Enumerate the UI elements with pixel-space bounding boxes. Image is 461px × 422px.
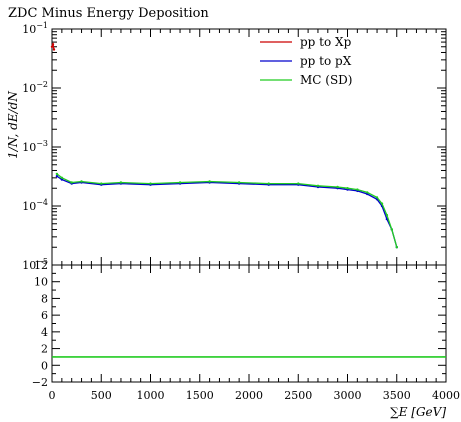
data-point-mc-sd bbox=[60, 176, 64, 179]
data-point-mc-sd bbox=[385, 213, 389, 217]
main-plot-frame bbox=[51, 28, 447, 266]
chart-title: ZDC Minus Energy Deposition bbox=[8, 6, 209, 21]
data-point-pp-to-xp bbox=[51, 43, 55, 46]
data-point-mc-sd bbox=[366, 191, 369, 194]
data-point-mc-sd bbox=[390, 228, 393, 231]
data-point-mc-sd bbox=[149, 182, 152, 185]
legend-label-pp-to-xp: pp to Xp bbox=[300, 35, 352, 49]
legend-label-mc-sd: MC (SD) bbox=[300, 73, 353, 87]
data-point-mc-sd bbox=[119, 181, 123, 184]
data-point-pp-to-px bbox=[60, 178, 64, 181]
ratio-plot-frame bbox=[51, 264, 447, 383]
data-point-mc-sd bbox=[80, 180, 83, 183]
x-tick-label: 4000 bbox=[432, 389, 460, 402]
ratio-y-tick-label: 6 bbox=[41, 309, 48, 322]
x-tick-label: 2000 bbox=[235, 389, 263, 402]
series-line-pp-to-px bbox=[56, 175, 398, 248]
y-tick-label: 10−3 bbox=[22, 139, 48, 154]
data-point-mc-sd bbox=[316, 184, 320, 187]
data-point-mc-sd bbox=[356, 188, 359, 191]
ratio-y-tick-label: 0 bbox=[41, 359, 48, 372]
ratio-y-tick-label: 2 bbox=[41, 343, 48, 356]
data-point-mc-sd bbox=[380, 202, 384, 205]
series-line-mc-sd bbox=[56, 173, 398, 248]
data-point-pp-to-px bbox=[55, 175, 59, 178]
data-point-mc-sd bbox=[267, 182, 270, 185]
legend-label-pp-to-px: pp to pX bbox=[300, 54, 352, 68]
data-point-mc-sd bbox=[346, 187, 349, 190]
data-point-mc-sd bbox=[237, 181, 241, 184]
data-point-mc-sd bbox=[70, 181, 73, 184]
y-tick-label: 10−5 bbox=[22, 257, 48, 272]
main-series-group bbox=[50, 42, 398, 249]
y-tick-label: 10−4 bbox=[22, 198, 48, 213]
ratio-y-tick-label: 4 bbox=[41, 326, 48, 339]
data-point-mc-sd bbox=[336, 185, 339, 189]
data-point-mc-sd bbox=[178, 181, 182, 184]
x-tick-label: 3500 bbox=[383, 389, 411, 402]
x-axis-label: ∑E [GeV] bbox=[390, 405, 446, 419]
data-point-mc-sd bbox=[375, 196, 379, 199]
x-tick-label: 1000 bbox=[137, 389, 165, 402]
data-point-mc-sd bbox=[395, 246, 398, 249]
y-tick-label: 10−1 bbox=[22, 21, 48, 36]
data-point-mc-sd bbox=[297, 182, 300, 185]
data-point-pp-to-xp bbox=[50, 45, 54, 48]
y-tick-label: 10−2 bbox=[22, 80, 48, 95]
ratio-y-tick-label: 12 bbox=[34, 259, 48, 272]
data-point-mc-sd bbox=[208, 180, 211, 183]
ratio-y-tick-label: −2 bbox=[32, 376, 48, 389]
x-tick-label: 500 bbox=[91, 389, 112, 402]
y-axis-label: 1/N, dE/dN bbox=[6, 91, 20, 159]
data-point-mc-sd bbox=[55, 172, 59, 176]
data-point-mc-sd bbox=[100, 182, 103, 185]
x-tick-label: 3000 bbox=[334, 389, 362, 402]
ratio-y-tick-label: 10 bbox=[34, 276, 48, 289]
main-axis-ticks: 10−5 10−4 10−3 10−2 10−1 bbox=[22, 21, 447, 272]
x-tick-label: 1500 bbox=[186, 389, 214, 402]
ratio-axis-ticks: 0 500 1000 1500 2000 2500 3000 3500 4000−2024681… bbox=[32, 259, 460, 402]
data-point-pp-to-xp bbox=[52, 48, 56, 51]
ratio-y-tick-label: 8 bbox=[41, 292, 48, 305]
legend: pp to Xp pp to pX MC (SD) bbox=[260, 35, 353, 87]
x-tick-label: 2500 bbox=[284, 389, 312, 402]
x-tick-label: 0 bbox=[49, 389, 56, 402]
